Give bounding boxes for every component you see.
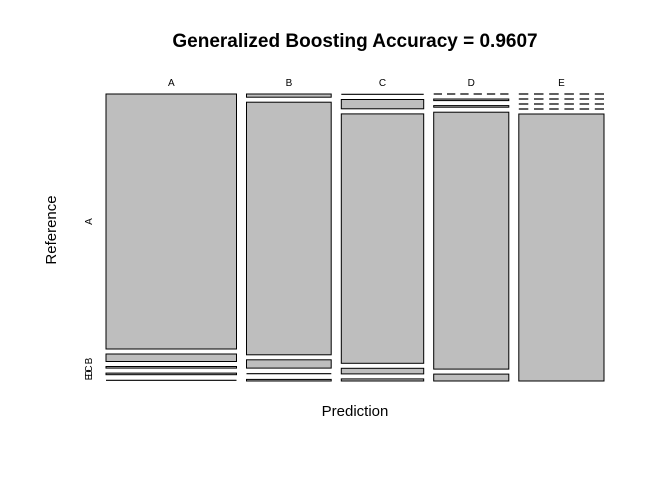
y-tick-label: E (84, 373, 95, 380)
x-tick-label: D (468, 78, 475, 89)
mosaic-tile (340, 378, 425, 382)
mosaic-tile (105, 353, 237, 362)
mosaic-tiles (105, 93, 605, 382)
y-tick-label: D (84, 369, 95, 376)
mosaic-tile (433, 111, 510, 370)
y-tick-label: A (84, 218, 95, 225)
mosaic-tile (105, 372, 237, 376)
mosaic-tile (340, 367, 425, 375)
mosaic-tile (433, 98, 510, 102)
y-tick-label: B (84, 357, 95, 364)
mosaic-tile (340, 113, 425, 364)
mosaic-tile (246, 378, 332, 382)
x-tick-labels: A B C D E (168, 78, 565, 89)
chart-title: Generalized Boosting Accuracy = 0.9607 (172, 31, 537, 52)
x-axis-label: Prediction (322, 403, 389, 420)
x-tick-label: C (379, 78, 386, 89)
mosaic-tile (340, 99, 425, 110)
x-tick-label: E (558, 78, 565, 89)
mosaic-tile (105, 366, 237, 369)
mosaic-tile (246, 359, 332, 369)
mosaic-tile (246, 101, 332, 356)
y-tick-label: C (84, 365, 95, 372)
mosaic-tile (105, 93, 237, 350)
y-axis-label: Reference (43, 195, 60, 264)
mosaic-tile (433, 105, 510, 108)
x-tick-label: B (286, 78, 293, 89)
mosaic-tile (518, 113, 605, 382)
mosaic-tile (433, 373, 510, 382)
mosaic-tile (246, 93, 332, 98)
x-tick-label: A (168, 78, 175, 89)
